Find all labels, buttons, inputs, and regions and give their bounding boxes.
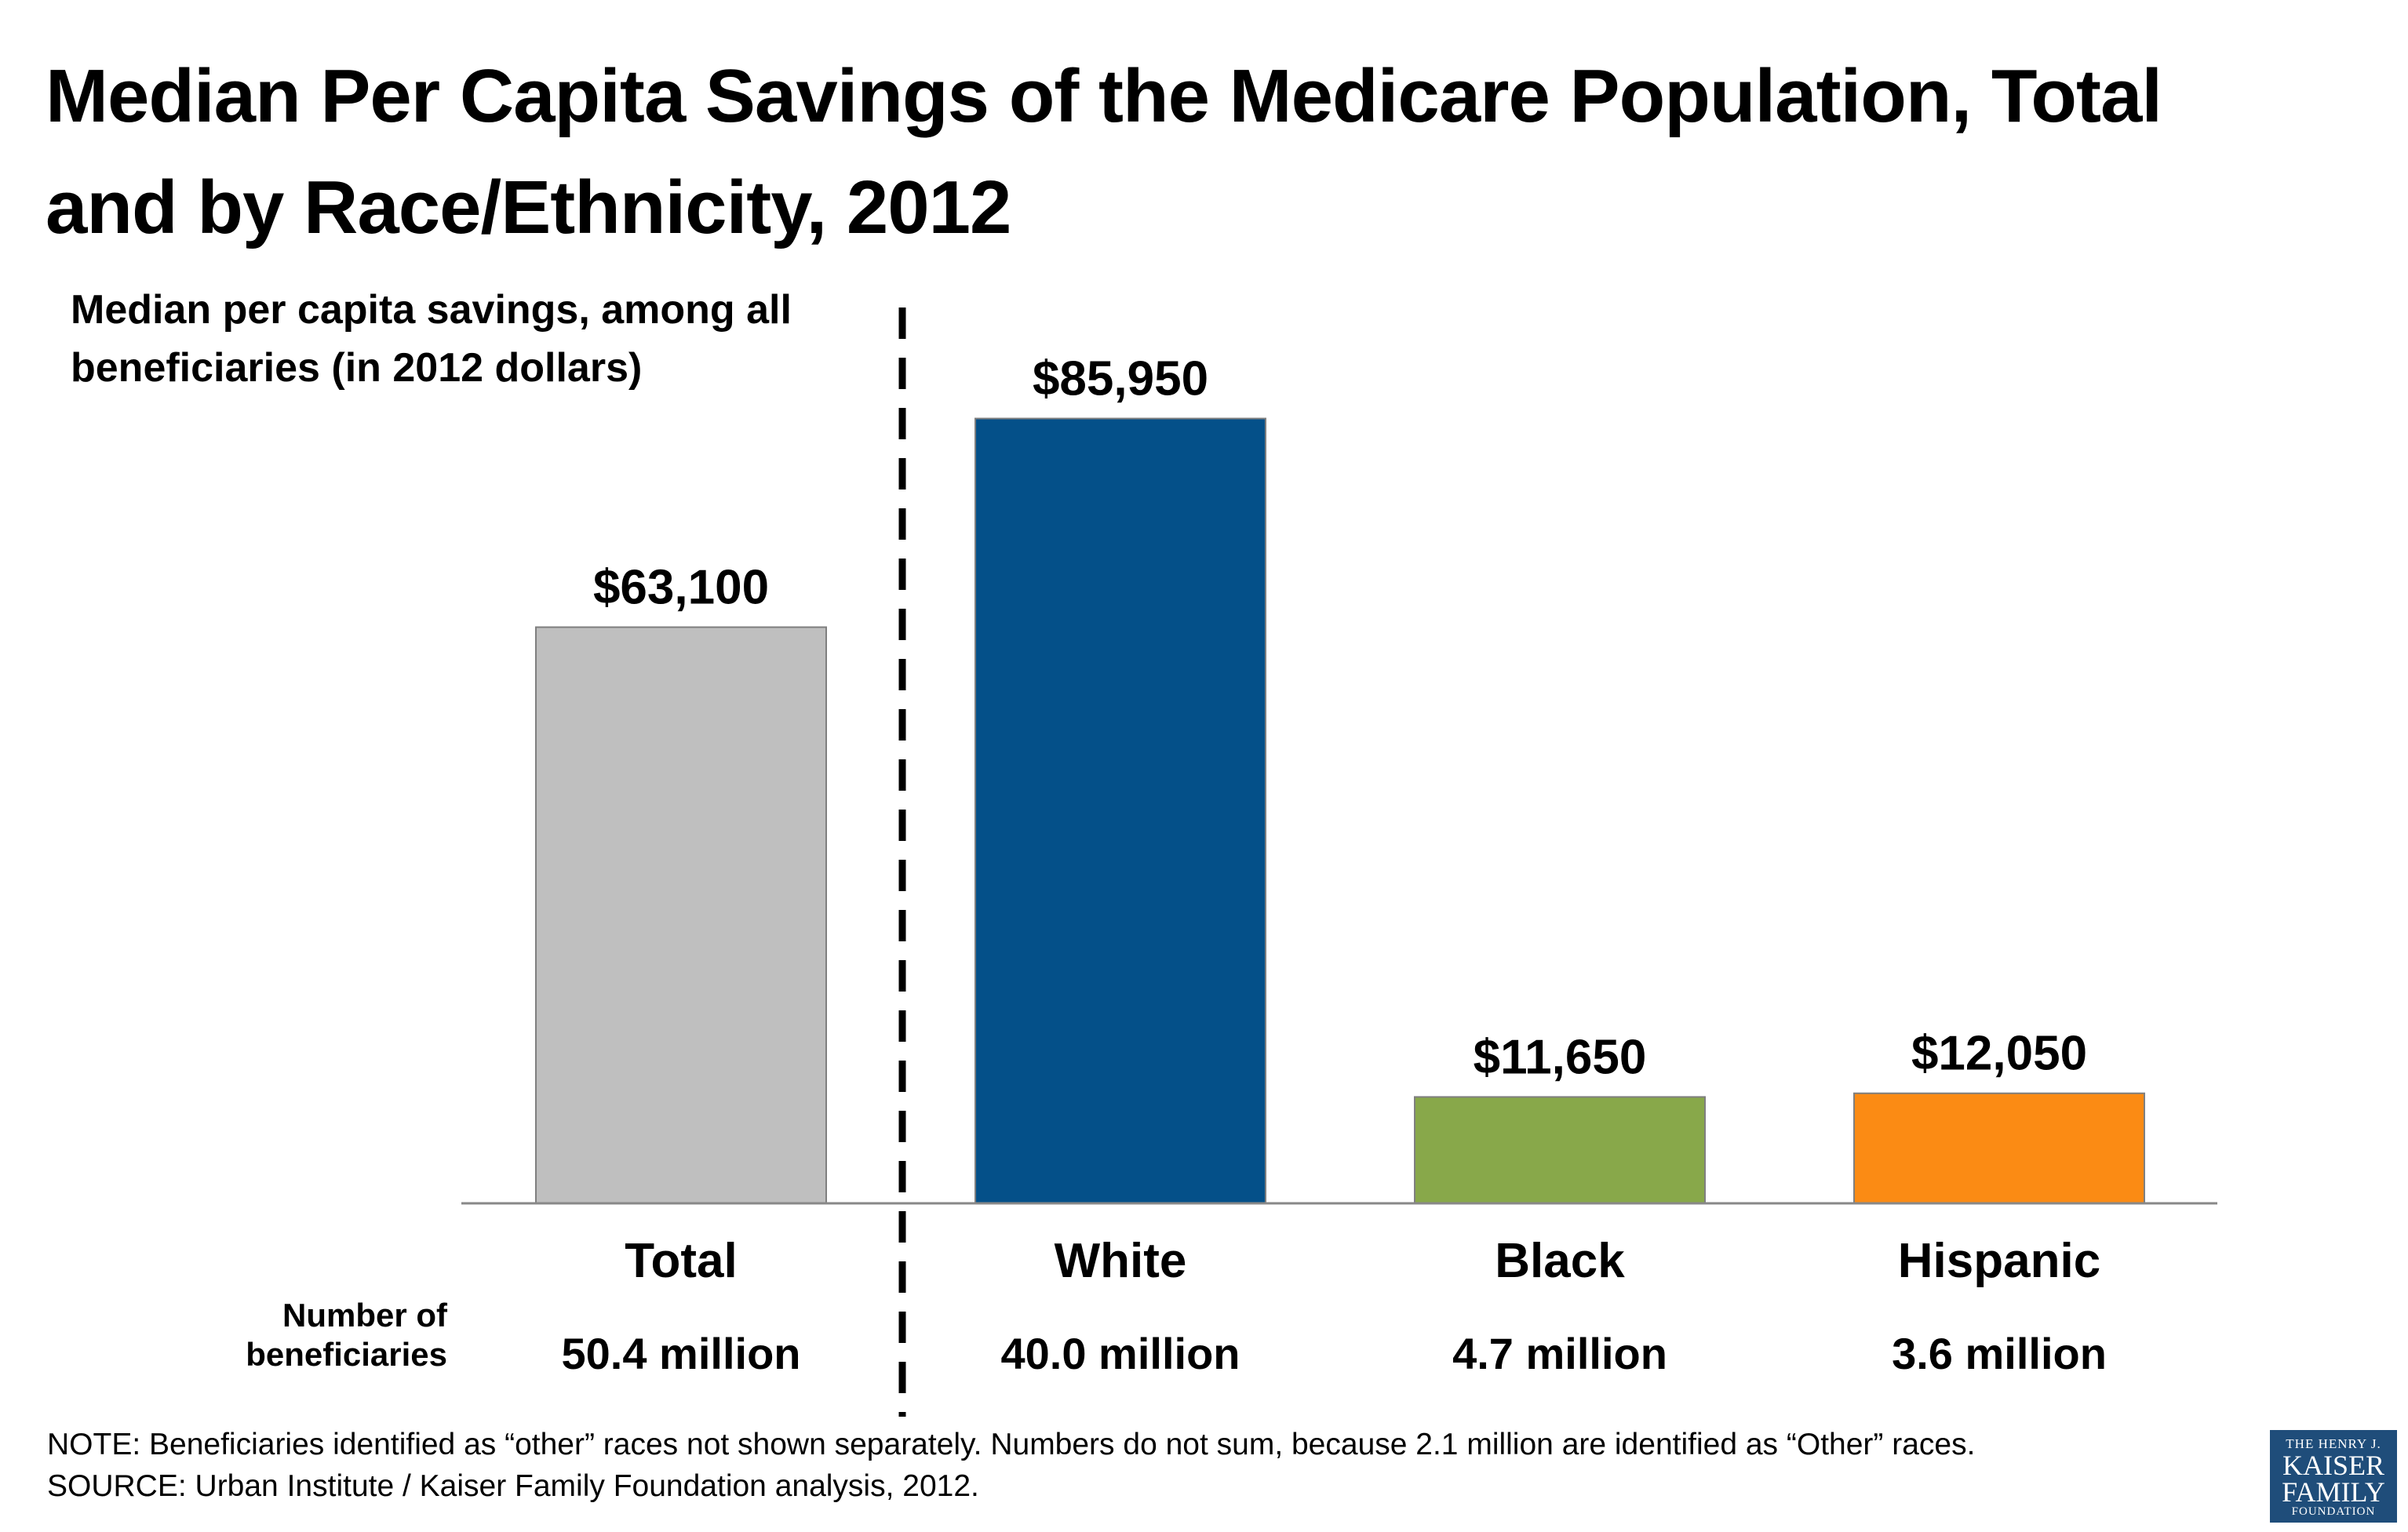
category-label-black: Black [1495, 1234, 1625, 1288]
y-axis-label: Median per capita savings, among all ben… [71, 287, 792, 391]
bar-hispanic [1853, 1092, 2145, 1205]
bar-white [974, 417, 1266, 1204]
note-text: NOTE: Beneficiaries identified as “other… [47, 1428, 1976, 1461]
logo-line-1: THE HENRY J. [2286, 1436, 2381, 1451]
bar-total [535, 626, 827, 1204]
value-label-total: $63,100 [593, 561, 769, 615]
beneficiary-count-total: 50.4 million [562, 1329, 801, 1378]
logo-line-3: FAMILY [2282, 1476, 2385, 1508]
value-label-black: $11,650 [1474, 1030, 1647, 1084]
value-label-hispanic: $12,050 [1911, 1027, 2087, 1081]
category-label-white: White [1055, 1234, 1187, 1288]
kff-logo: THE HENRY J. KAISER FAMILY FOUNDATION [2270, 1430, 2397, 1523]
source-text: SOURCE: Urban Institute / Kaiser Family … [47, 1469, 979, 1503]
notes: NOTE: Beneficiaries identified as “other… [47, 1424, 2244, 1507]
category-label-hispanic: Hispanic [1898, 1234, 2100, 1288]
category-label-total: Total [625, 1234, 738, 1288]
beneficiary-count-white: 40.0 million [1001, 1329, 1240, 1378]
labels-group: $63,100 Total 50.4 million $85,950 White 40.0… [562, 352, 2107, 1378]
beneficiary-count-black: 4.7 million [1452, 1329, 1667, 1378]
beneficiary-count-hispanic: 3.6 million [1892, 1329, 2107, 1378]
bar-black [1414, 1096, 1706, 1205]
logo-line-4: FOUNDATION [2291, 1505, 2376, 1518]
value-label-white: $85,950 [1033, 352, 1208, 406]
bars-group [535, 417, 2145, 1205]
chart-title: Median Per Capita Savings of the Medicar… [46, 54, 2162, 249]
logo-line-2: KAISER [2282, 1450, 2384, 1481]
beneficiaries-label: Number of beneficiaries [246, 1297, 447, 1373]
